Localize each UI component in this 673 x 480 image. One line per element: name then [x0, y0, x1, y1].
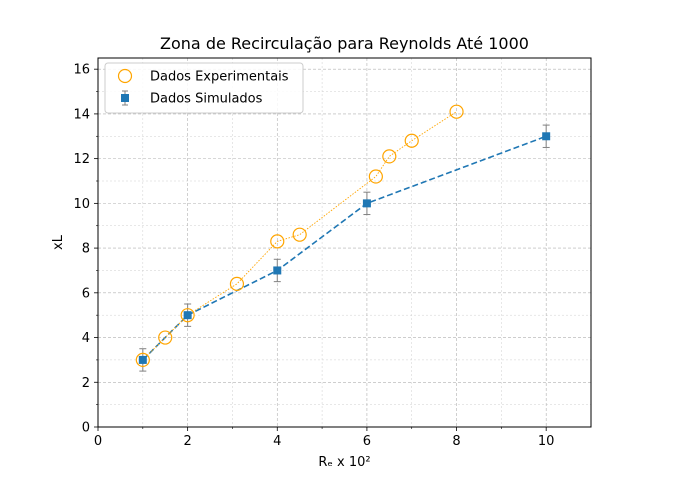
y-tick-label: 12: [73, 152, 90, 167]
legend-label-experimental: Dados Experimentais: [150, 70, 289, 85]
experimental-point: [158, 330, 173, 345]
simulated-point: [362, 199, 371, 208]
y-tick-label: 8: [82, 242, 90, 257]
y-tick-label: 4: [82, 331, 90, 346]
chart-title: Zona de Recirculação para Reynolds Até 1…: [160, 34, 529, 53]
plot-frame: [97, 57, 592, 428]
experimental-series-line: [142, 111, 457, 361]
y-tick-label: 14: [73, 107, 90, 122]
simulated-point: [183, 311, 192, 320]
x-axis-ticks: 0 2 4 6 8 10: [94, 427, 555, 449]
y-tick-label: 0: [82, 421, 90, 436]
experimental-point: [180, 308, 195, 323]
x-tick-label: 8: [452, 434, 460, 449]
plot-area: [98, 58, 591, 427]
simulated-point: [273, 266, 282, 275]
y-tick-label: 6: [82, 286, 90, 301]
experimental-point: [270, 234, 285, 249]
y-axis-label: xL: [51, 234, 66, 250]
x-tick-label: 6: [363, 434, 371, 449]
legend: Dados Experimentais Dados Simulados: [104, 62, 304, 114]
simulated-point: [542, 132, 551, 141]
y-tick-label: 16: [73, 63, 90, 78]
y-tick-label: 2: [82, 376, 90, 391]
simulated-point: [138, 355, 147, 364]
y-tick-label: 10: [73, 197, 90, 212]
legend-label-simulated: Dados Simulados: [150, 92, 263, 107]
legend-marker-experimental: [117, 68, 133, 84]
x-tick-label: 2: [183, 434, 191, 449]
legend-box: [104, 62, 304, 114]
experimental-point: [135, 352, 150, 368]
x-tick-label: 4: [273, 434, 281, 449]
experimental-point: [449, 104, 464, 119]
x-tick-label: 0: [94, 434, 102, 449]
legend-marker-simulated: [121, 94, 129, 102]
minor-gridlines: [98, 58, 591, 427]
x-axis-label: Rₑ x 10²: [318, 455, 370, 470]
experimental-point: [382, 149, 397, 164]
experimental-point: [404, 133, 419, 148]
x-tick-label: 10: [538, 434, 555, 449]
experimental-point: [292, 227, 307, 242]
experimental-point: [229, 276, 245, 291]
experimental-point: [368, 169, 383, 184]
y-axis-ticks: 0 2 4 6 8 10 12 14 16: [73, 63, 98, 436]
series-layer: [135, 104, 551, 372]
